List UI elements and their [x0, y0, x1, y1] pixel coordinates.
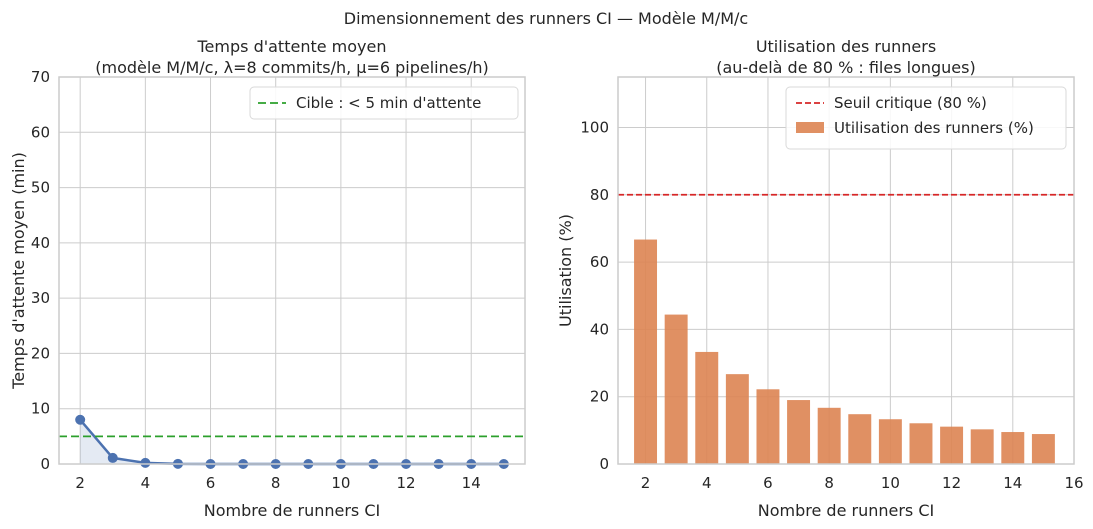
chart-subtitle: (au-delà de 80 % : files longues) — [716, 58, 975, 77]
y-tick-label: 80 — [590, 186, 609, 204]
chart-title: Temps d'attente moyen — [197, 37, 387, 56]
x-tick-label: 2 — [75, 474, 85, 492]
x-tick-label: 16 — [1064, 474, 1083, 492]
x-tick-label: 10 — [331, 474, 350, 492]
x-tick-label: 2 — [641, 474, 651, 492]
legend-target-label: Cible : < 5 min d'attente — [296, 94, 481, 112]
figure-suptitle: Dimensionnement des runners CI — Modèle … — [344, 9, 748, 28]
y-axis-label: Temps d'attente moyen (min) — [9, 152, 28, 390]
bar — [756, 389, 780, 464]
y-tick-label: 60 — [31, 123, 50, 141]
utilization-chart: 2 4 6 8 10 12 14 16 0 20 40 60 80 100 Nombre de runner… — [556, 37, 1084, 520]
bar — [817, 407, 841, 464]
y-tick-label: 0 — [599, 455, 609, 473]
series-line — [79, 418, 504, 466]
y-tick-label: 20 — [31, 344, 50, 362]
axes-frame — [58, 76, 526, 465]
x-tick-label: 4 — [702, 474, 712, 492]
bar — [1031, 434, 1055, 464]
data-point — [75, 414, 86, 425]
y-tick-label: 10 — [31, 400, 50, 418]
x-tick-label: 14 — [1003, 474, 1022, 492]
x-tick-label: 12 — [397, 474, 416, 492]
bar — [848, 414, 872, 464]
bar — [909, 423, 933, 464]
y-tick-label: 50 — [31, 179, 50, 197]
legend-threshold-label: Seuil critique (80 %) — [834, 94, 987, 112]
x-tick-label: 8 — [824, 474, 834, 492]
bar — [970, 429, 994, 464]
y-tick-label: 0 — [40, 455, 50, 473]
bar — [634, 239, 658, 464]
legend-bar-label: Utilisation des runners (%) — [834, 119, 1034, 137]
area-fill — [80, 419, 504, 464]
y-tick-label: 60 — [590, 253, 609, 271]
waiting-time-chart: 2 4 6 8 10 12 14 0 10 20 30 40 50 60 70 Nombre de runne… — [9, 37, 526, 520]
legend-box — [249, 86, 519, 120]
bar — [664, 314, 688, 464]
x-tick-label: 6 — [206, 474, 216, 492]
x-tick-label: 4 — [141, 474, 151, 492]
legend-bar-swatch — [796, 122, 824, 133]
y-tick-label: 100 — [580, 118, 609, 136]
bar — [725, 374, 749, 464]
y-tick-label: 40 — [590, 320, 609, 338]
bar — [1001, 432, 1025, 464]
y-tick-label: 30 — [31, 289, 50, 307]
x-tick-label: 12 — [942, 474, 961, 492]
data-point — [140, 457, 151, 468]
bar — [878, 419, 902, 464]
x-tick-label: 14 — [462, 474, 481, 492]
y-tick-label: 20 — [590, 388, 609, 406]
x-tick-label: 8 — [271, 474, 281, 492]
y-tick-label: 40 — [31, 234, 50, 252]
bar — [787, 400, 811, 464]
bar — [695, 351, 719, 464]
bar — [940, 426, 964, 464]
axes-frame — [617, 76, 1075, 465]
x-axis-label: Nombre de runners CI — [758, 501, 934, 520]
legend-box — [785, 86, 1067, 150]
data-point — [107, 452, 118, 463]
x-axis-label: Nombre de runners CI — [204, 501, 380, 520]
y-axis-label: Utilisation (%) — [556, 214, 575, 327]
chart-title: Utilisation des runners — [756, 37, 936, 56]
x-tick-label: 10 — [881, 474, 900, 492]
y-tick-label: 70 — [31, 68, 50, 86]
chart-subtitle: (modèle M/M/c, λ=8 commits/h, μ=6 pipeli… — [95, 58, 488, 77]
x-tick-label: 6 — [763, 474, 773, 492]
